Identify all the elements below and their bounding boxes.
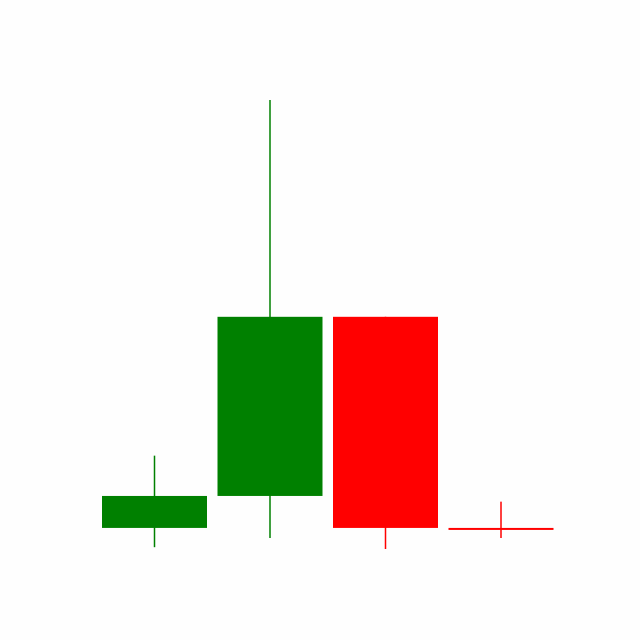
candle-3 bbox=[333, 316, 438, 549]
candles-group bbox=[102, 100, 554, 549]
candle-2-body bbox=[217, 316, 323, 496]
candle-3-body bbox=[333, 316, 438, 528]
candle-1 bbox=[102, 455, 207, 548]
candle-4-body bbox=[448, 527, 554, 530]
candle-2 bbox=[217, 100, 323, 538]
candle-4 bbox=[448, 501, 554, 538]
candle-1-body bbox=[102, 495, 207, 528]
